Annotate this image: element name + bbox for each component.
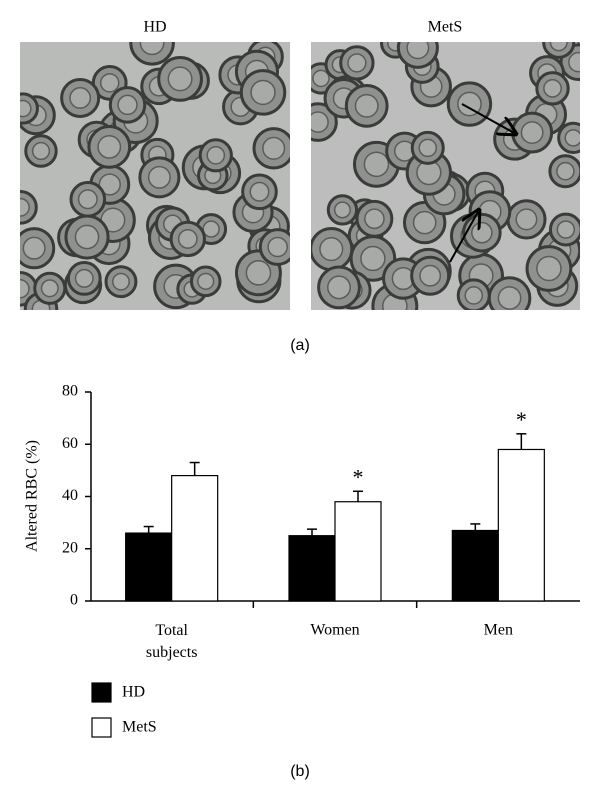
cell-center	[556, 220, 576, 239]
cell-center	[319, 237, 344, 262]
cell-center	[77, 189, 98, 210]
cell-center	[245, 260, 272, 286]
cell-center	[556, 161, 575, 181]
cell-center	[20, 279, 30, 299]
bar	[451, 529, 499, 602]
cell-center	[412, 210, 437, 235]
bar	[171, 475, 219, 602]
x-tick-label: Women	[310, 622, 359, 639]
cell-center	[497, 286, 522, 310]
cell-center	[418, 138, 438, 158]
cell-center	[354, 93, 379, 118]
cell-center	[117, 94, 138, 116]
legend-swatch	[91, 682, 112, 703]
cell-center	[543, 78, 562, 98]
cell-center	[457, 91, 482, 117]
y-axis-label: Altered RBC (%)	[24, 440, 41, 552]
micrograph	[20, 42, 290, 310]
y-tick-label: 0	[70, 592, 78, 609]
cell-center	[177, 229, 198, 249]
cell-center	[549, 42, 568, 52]
bar	[334, 501, 382, 602]
cell-center	[347, 53, 367, 73]
image-label: HD	[143, 19, 166, 36]
cell-center	[20, 99, 32, 118]
cell-center	[311, 111, 329, 133]
micrograph	[311, 42, 580, 310]
cell-center	[40, 279, 59, 298]
legend-swatch	[91, 717, 112, 738]
cell-center	[202, 220, 220, 238]
x-tick-label: Total subjects	[146, 622, 198, 661]
significance-marker: *	[516, 407, 527, 432]
arrow	[449, 210, 479, 263]
cell-center	[267, 236, 288, 258]
panel-label: (a)	[290, 337, 310, 354]
cell-center	[111, 272, 130, 291]
bar	[125, 532, 173, 602]
cell-center	[167, 66, 193, 92]
x-tick-label: Men	[484, 622, 513, 639]
bar	[288, 535, 336, 602]
cell-center	[74, 268, 94, 288]
cell-center	[69, 87, 92, 109]
cell-center	[312, 69, 330, 88]
cell-center	[20, 197, 30, 217]
cell-center	[22, 236, 46, 260]
legend-label: HD	[122, 684, 145, 701]
cell-center	[520, 121, 544, 145]
cell-center	[74, 224, 100, 250]
cell-center	[139, 42, 165, 56]
cell-center	[327, 275, 351, 300]
cell-center	[568, 51, 580, 73]
cell-center	[363, 151, 390, 178]
cell-center	[31, 141, 51, 161]
cell-center	[471, 221, 493, 244]
cell-center	[97, 134, 122, 159]
cell-center	[536, 255, 562, 282]
cell-center	[406, 42, 430, 60]
significance-marker: *	[353, 464, 364, 489]
arrow	[461, 103, 516, 134]
bar	[497, 448, 545, 602]
cell-center	[249, 181, 270, 202]
cell-center	[206, 145, 226, 165]
cell-center	[364, 208, 385, 230]
cell-center	[360, 245, 386, 272]
chart: 0 20 40 60 80 Total subjects Women * Men * HD MetS	[62, 383, 580, 738]
y-tick-label: 60	[62, 435, 78, 452]
panel-label: (b)	[290, 763, 310, 780]
cell-center	[464, 286, 484, 305]
image-label: MetS	[428, 19, 463, 36]
y-tick-label: 20	[62, 539, 78, 556]
cell-center	[98, 173, 121, 196]
cell-center	[147, 165, 171, 189]
cell-center	[197, 272, 215, 290]
y-tick-label: 40	[62, 487, 78, 504]
cell-center	[262, 136, 286, 160]
cell-center	[333, 201, 351, 219]
cell-center	[99, 73, 120, 93]
cell-center	[515, 208, 538, 231]
cell-center	[250, 79, 276, 106]
legend-label: MetS	[122, 719, 157, 736]
cell-center	[419, 264, 442, 287]
y-tick-label: 80	[62, 383, 78, 400]
cell-center	[564, 129, 580, 147]
